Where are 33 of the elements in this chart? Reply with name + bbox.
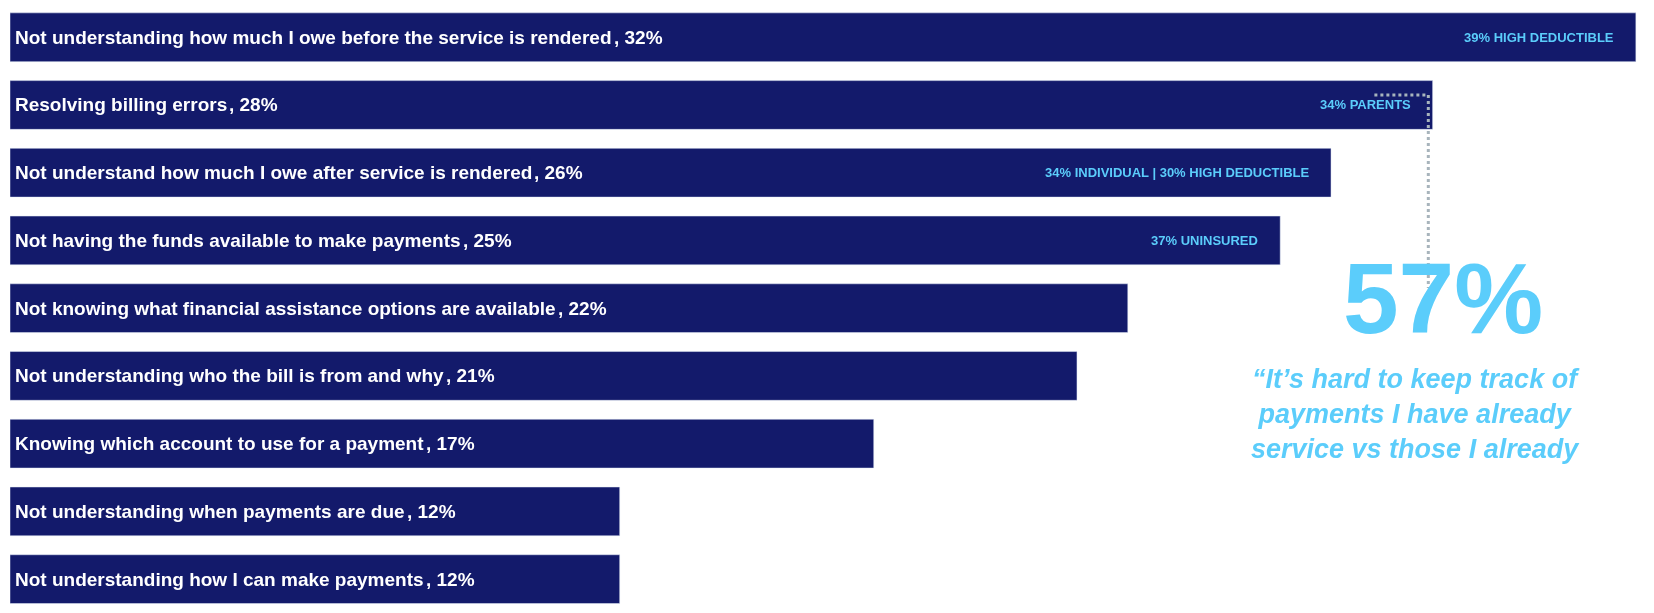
y-tick-label: Not understanding who the bill is from and why	[15, 365, 444, 386]
data-label: , 22%	[558, 298, 607, 319]
y-tick-label: Not having the funds available to make payments	[15, 230, 461, 251]
y-tick-label: Not understanding how much I owe before the service is rendered	[15, 27, 612, 48]
bar	[10, 148, 1332, 198]
bar	[10, 80, 1433, 130]
bar	[10, 486, 620, 537]
bar	[10, 12, 1637, 62]
bar	[10, 283, 1129, 333]
annotation: 34% PARENTS	[1320, 97, 1412, 112]
data-label: , 12%	[407, 501, 456, 522]
y-tick-label: Not understanding how I can make payments	[15, 569, 424, 590]
bar	[10, 419, 874, 469]
data-label: , 26%	[534, 162, 583, 183]
y-tick-label: Not understanding when payments are due	[15, 501, 405, 522]
bar	[10, 351, 1078, 401]
annotation: 57%	[1343, 242, 1544, 354]
bar	[10, 215, 1281, 266]
data-label: , 28%	[229, 94, 278, 115]
y-tick-label: Not understand how much I owe after service is rendered	[15, 162, 533, 183]
data-label: , 21%	[446, 365, 495, 386]
y-tick-label: Not knowing what financial assistance options are available	[15, 298, 556, 319]
bar	[10, 554, 620, 604]
y-tick-label: Resolving billing errors	[15, 94, 228, 115]
data-label: , 32%	[614, 27, 663, 48]
annotation: 39% HIGH DEDUCTIBLE	[1464, 30, 1614, 45]
y-tick-label: Knowing which account to use for a payment	[15, 433, 425, 454]
data-label: , 17%	[426, 433, 475, 454]
data-label: , 12%	[426, 569, 475, 590]
annotation: 34% INDIVIDUAL | 30% HIGH DEDUCTIBLE	[1045, 165, 1310, 180]
annotation: 37% UNINSURED	[1151, 233, 1258, 248]
annotation: “It’s hard to keep track of payments I have already service vs those I already	[1251, 364, 1581, 465]
data-label: , 25%	[463, 230, 512, 251]
